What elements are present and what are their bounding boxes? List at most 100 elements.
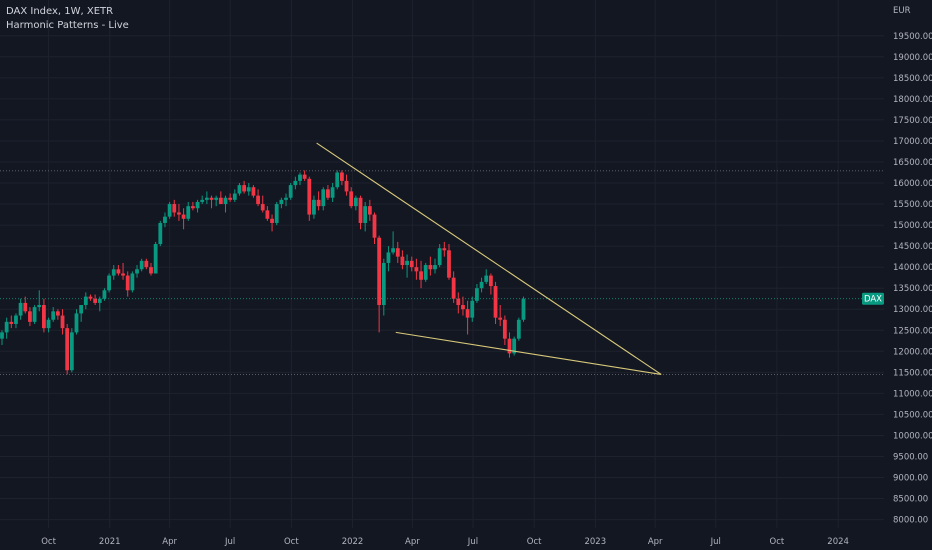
y-tick-label: 10500.00 bbox=[893, 410, 932, 420]
candle bbox=[0, 330, 4, 345]
candle bbox=[377, 235, 382, 333]
time-axis[interactable]: Oct 2021 Apr Jul Oct 2022 Apr Jul Oct 2023 Apr Jul O… bbox=[41, 537, 849, 547]
indicator-name[interactable]: Harmonic Patterns - Live bbox=[6, 20, 129, 31]
candle-body bbox=[260, 204, 265, 211]
candle-body bbox=[74, 313, 79, 333]
candle-body bbox=[284, 197, 288, 200]
candle-body bbox=[251, 187, 256, 196]
x-tick-label: 2023 bbox=[584, 537, 606, 547]
candle bbox=[135, 265, 139, 278]
candle bbox=[335, 170, 340, 190]
candle-body bbox=[465, 309, 470, 318]
candle-body bbox=[121, 273, 125, 276]
candle-body bbox=[312, 199, 316, 215]
trendline[interactable] bbox=[316, 142, 662, 375]
candle-body bbox=[326, 189, 330, 198]
candle bbox=[507, 332, 512, 358]
candle-body bbox=[69, 332, 74, 371]
candle-body bbox=[475, 288, 479, 301]
y-tick-label: 9000.00 bbox=[893, 474, 928, 484]
y-tick-label: 15500.00 bbox=[893, 200, 932, 210]
candle bbox=[204, 191, 209, 205]
y-tick-label: 13000.00 bbox=[893, 305, 932, 315]
candle bbox=[116, 265, 121, 276]
candle-body bbox=[419, 271, 423, 280]
candle bbox=[400, 250, 405, 270]
candle bbox=[83, 292, 88, 310]
candle-body bbox=[395, 248, 400, 257]
x-tick-label: Apr bbox=[162, 537, 177, 547]
candle-body bbox=[37, 305, 42, 308]
candle bbox=[79, 305, 84, 322]
candle bbox=[32, 305, 37, 324]
candle bbox=[172, 199, 177, 217]
candle-body bbox=[246, 187, 251, 192]
y-tick-label: 8000.00 bbox=[893, 516, 928, 526]
candle-body bbox=[502, 319, 507, 339]
candle bbox=[465, 300, 470, 335]
candle-body bbox=[32, 307, 37, 322]
candle-body bbox=[349, 191, 354, 207]
candle-body bbox=[172, 204, 177, 213]
candle bbox=[326, 185, 330, 200]
candle-body bbox=[479, 281, 484, 289]
trendline[interactable] bbox=[395, 331, 662, 375]
candle-body bbox=[344, 180, 349, 192]
candle-body bbox=[414, 267, 419, 272]
x-tick-label: 2024 bbox=[827, 537, 849, 547]
candle-body bbox=[358, 197, 363, 223]
y-tick-label: 15000.00 bbox=[893, 221, 932, 231]
candle bbox=[316, 191, 321, 211]
candle-body bbox=[190, 206, 195, 209]
y-tick-label: 13500.00 bbox=[893, 284, 932, 294]
candle-body bbox=[116, 269, 121, 274]
candle-body bbox=[302, 174, 307, 179]
candle-body bbox=[60, 315, 65, 329]
candle-body bbox=[363, 206, 368, 223]
candle-body bbox=[223, 197, 228, 205]
candle-body bbox=[442, 248, 447, 251]
grid-lines bbox=[0, 0, 884, 528]
candle bbox=[14, 313, 18, 329]
candle-body bbox=[456, 298, 461, 306]
candle bbox=[367, 199, 372, 221]
symbol-title[interactable]: DAX Index, 1W, XETR bbox=[6, 6, 114, 17]
y-tick-label: 17500.00 bbox=[893, 116, 932, 126]
candle bbox=[144, 258, 149, 270]
candle-body bbox=[214, 197, 219, 200]
candles bbox=[0, 170, 526, 375]
candle-body bbox=[107, 275, 111, 291]
candle bbox=[516, 317, 521, 341]
candle-body bbox=[391, 248, 396, 253]
candle bbox=[130, 271, 135, 293]
candle-body bbox=[163, 216, 167, 223]
price-badge[interactable]: DAX bbox=[862, 292, 884, 305]
candle bbox=[381, 258, 386, 316]
candle-body bbox=[139, 260, 144, 270]
candle bbox=[28, 307, 32, 327]
candle-body bbox=[372, 214, 377, 238]
candle bbox=[330, 183, 335, 202]
candle bbox=[363, 201, 368, 232]
candle-body bbox=[195, 201, 200, 209]
y-tick-label: 16000.00 bbox=[893, 179, 932, 189]
candle bbox=[37, 290, 42, 312]
candle bbox=[232, 189, 237, 202]
price-axis[interactable]: 8000.00 8500.00 9000.00 9500.00 10000.00 1050… bbox=[893, 32, 932, 526]
candle-body bbox=[274, 204, 279, 223]
candle bbox=[209, 195, 214, 209]
candle bbox=[242, 180, 247, 194]
y-tick-label: 12000.00 bbox=[893, 347, 932, 357]
candle-body bbox=[158, 222, 163, 245]
candle bbox=[121, 262, 125, 280]
candle bbox=[23, 296, 28, 314]
candle-body bbox=[335, 172, 340, 188]
candle-body bbox=[135, 269, 139, 274]
candle-body bbox=[232, 193, 237, 200]
candle bbox=[223, 195, 228, 213]
candle bbox=[149, 262, 153, 276]
candle-body bbox=[484, 275, 489, 282]
candle bbox=[288, 183, 293, 200]
candle-body bbox=[209, 197, 214, 200]
